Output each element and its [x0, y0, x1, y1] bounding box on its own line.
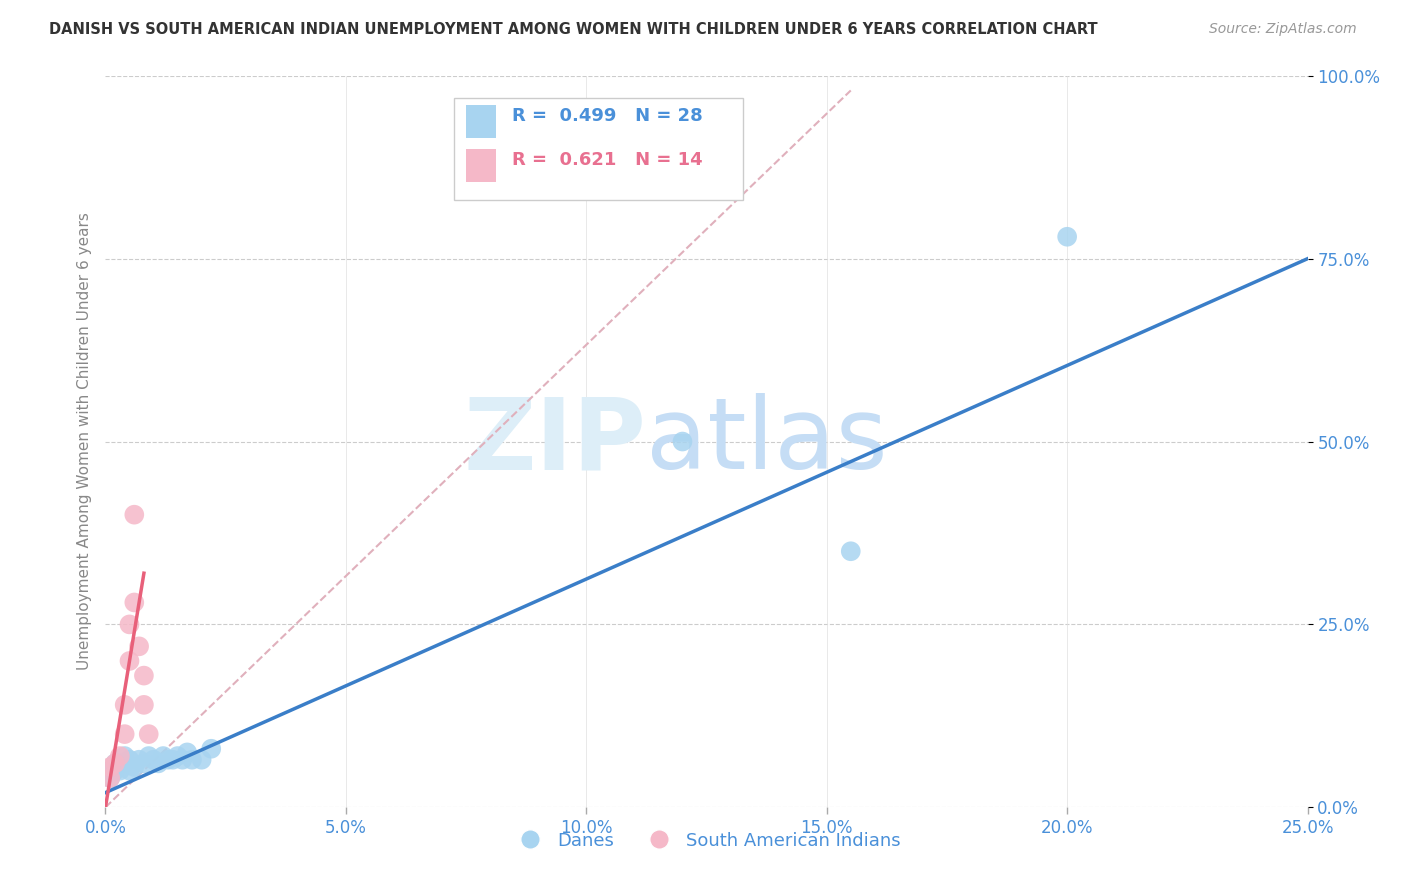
Point	[128, 640, 150, 654]
Y-axis label: Unemployment Among Women with Children Under 6 years: Unemployment Among Women with Children U…	[76, 212, 91, 671]
Point	[118, 654, 141, 668]
Text: ZIP: ZIP	[464, 393, 647, 490]
Point	[132, 698, 155, 712]
Point	[152, 749, 174, 764]
Point	[176, 746, 198, 760]
Point	[118, 764, 141, 778]
Point	[98, 760, 121, 774]
Point	[104, 756, 127, 771]
Point	[98, 771, 121, 785]
Point	[114, 698, 136, 712]
Point	[156, 753, 179, 767]
Point	[98, 771, 121, 785]
Point	[124, 760, 146, 774]
Point	[181, 753, 204, 767]
Point	[114, 749, 136, 764]
FancyBboxPatch shape	[454, 98, 742, 200]
Point	[104, 756, 127, 771]
Text: atlas: atlas	[647, 393, 889, 490]
Bar	[467, 105, 496, 138]
Text: R =  0.499   N = 28: R = 0.499 N = 28	[512, 107, 703, 125]
Point	[108, 749, 131, 764]
Point	[172, 753, 194, 767]
Legend: Danes, South American Indians: Danes, South American Indians	[505, 824, 908, 856]
Point	[124, 508, 146, 522]
Point	[162, 753, 184, 767]
Point	[114, 727, 136, 741]
Point	[138, 727, 160, 741]
Point	[108, 756, 131, 771]
Point	[132, 668, 155, 682]
Point	[128, 753, 150, 767]
Point	[200, 741, 222, 756]
Point	[118, 617, 141, 632]
Point	[190, 753, 212, 767]
Point	[839, 544, 862, 558]
Point	[98, 764, 121, 778]
Text: Source: ZipAtlas.com: Source: ZipAtlas.com	[1209, 22, 1357, 37]
Bar	[467, 149, 496, 182]
Point	[114, 756, 136, 771]
Point	[166, 749, 188, 764]
Point	[118, 753, 141, 767]
Point	[1056, 229, 1078, 244]
Point	[148, 756, 170, 771]
Point	[124, 595, 146, 609]
Point	[142, 753, 165, 767]
Point	[671, 434, 693, 449]
Point	[132, 756, 155, 771]
Point	[104, 764, 127, 778]
Text: DANISH VS SOUTH AMERICAN INDIAN UNEMPLOYMENT AMONG WOMEN WITH CHILDREN UNDER 6 Y: DANISH VS SOUTH AMERICAN INDIAN UNEMPLOY…	[49, 22, 1098, 37]
Text: R =  0.621   N = 14: R = 0.621 N = 14	[512, 151, 703, 169]
Point	[138, 749, 160, 764]
Point	[108, 764, 131, 778]
